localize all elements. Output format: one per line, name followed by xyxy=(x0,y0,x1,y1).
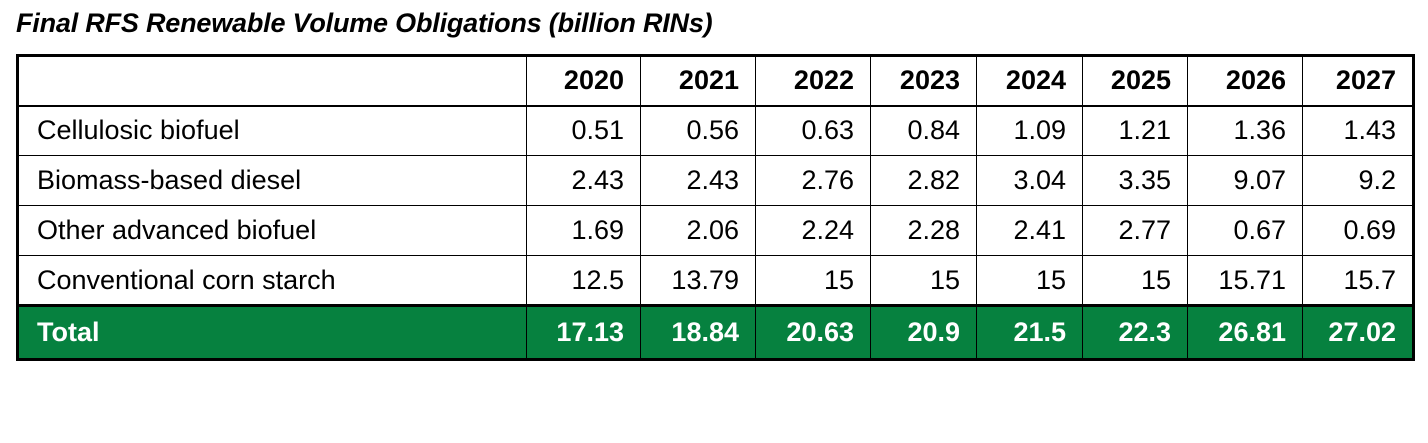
total-cell: 18.84 xyxy=(640,304,756,360)
table-cell: 15 xyxy=(976,255,1083,306)
corner-header-cell xyxy=(17,55,527,107)
table-cell: 3.04 xyxy=(976,155,1083,206)
total-cell: 20.63 xyxy=(755,304,871,360)
total-cell: 22.3 xyxy=(1082,304,1188,360)
table-cell: 0.69 xyxy=(1302,205,1414,256)
table-title: Final RFS Renewable Volume Obligations (… xyxy=(16,8,713,38)
table-cell: 1.69 xyxy=(526,205,641,256)
table-cell: 2.76 xyxy=(755,155,871,206)
total-cell: 17.13 xyxy=(526,304,641,360)
table-cell: 2.43 xyxy=(526,155,641,206)
table-cell: 0.51 xyxy=(526,105,641,156)
table-row: Cellulosic biofuel 0.51 0.56 0.63 0.84 1… xyxy=(17,105,1414,156)
row-label: Biomass-based diesel xyxy=(17,155,527,206)
row-label: Cellulosic biofuel xyxy=(17,105,527,156)
table-cell: 2.06 xyxy=(640,205,756,256)
table-row: Other advanced biofuel 1.69 2.06 2.24 2.… xyxy=(17,205,1414,256)
table-cell: 1.36 xyxy=(1187,105,1303,156)
table-cell: 15 xyxy=(755,255,871,306)
table-cell: 2.77 xyxy=(1082,205,1188,256)
row-label: Conventional corn starch xyxy=(17,255,527,306)
column-header-2020: 2020 xyxy=(526,55,641,107)
total-label: Total xyxy=(17,304,527,360)
total-cell: 21.5 xyxy=(976,304,1083,360)
table-cell: 3.35 xyxy=(1082,155,1188,206)
table-cell: 9.2 xyxy=(1302,155,1414,206)
table-cell: 15.7 xyxy=(1302,255,1414,306)
rvo-table: 2020 2021 2022 2023 2024 2025 2026 2027 … xyxy=(16,54,1415,361)
total-cell: 26.81 xyxy=(1187,304,1303,360)
column-header-2023: 2023 xyxy=(870,55,977,107)
row-label: Other advanced biofuel xyxy=(17,205,527,256)
table-cell: 2.43 xyxy=(640,155,756,206)
table-cell: 15 xyxy=(1082,255,1188,306)
table-cell: 2.28 xyxy=(870,205,977,256)
table-cell: 15.71 xyxy=(1187,255,1303,306)
total-cell: 20.9 xyxy=(870,304,977,360)
column-header-2025: 2025 xyxy=(1082,55,1188,107)
table-cell: 9.07 xyxy=(1187,155,1303,206)
table-cell: 12.5 xyxy=(526,255,641,306)
table-row: Biomass-based diesel 2.43 2.43 2.76 2.82… xyxy=(17,155,1414,206)
column-header-2026: 2026 xyxy=(1187,55,1303,107)
table-cell: 0.63 xyxy=(755,105,871,156)
table-row: Conventional corn starch 12.5 13.79 15 1… xyxy=(17,255,1414,306)
header-row: 2020 2021 2022 2023 2024 2025 2026 2027 xyxy=(17,55,1414,107)
table-cell: 1.21 xyxy=(1082,105,1188,156)
table-cell: 2.82 xyxy=(870,155,977,206)
table-cell: 0.67 xyxy=(1187,205,1303,256)
total-row: Total 17.13 18.84 20.63 20.9 21.5 22.3 2… xyxy=(17,304,1414,360)
table-cell: 0.84 xyxy=(870,105,977,156)
column-header-2024: 2024 xyxy=(976,55,1083,107)
table-cell: 1.09 xyxy=(976,105,1083,156)
table-cell: 13.79 xyxy=(640,255,756,306)
table-cell: 0.56 xyxy=(640,105,756,156)
column-header-2021: 2021 xyxy=(640,55,756,107)
table-cell: 1.43 xyxy=(1302,105,1414,156)
table-cell: 2.24 xyxy=(755,205,871,256)
table-cell: 15 xyxy=(870,255,977,306)
table-cell: 2.41 xyxy=(976,205,1083,256)
column-header-2022: 2022 xyxy=(755,55,871,107)
total-cell: 27.02 xyxy=(1302,304,1414,360)
column-header-2027: 2027 xyxy=(1302,55,1414,107)
